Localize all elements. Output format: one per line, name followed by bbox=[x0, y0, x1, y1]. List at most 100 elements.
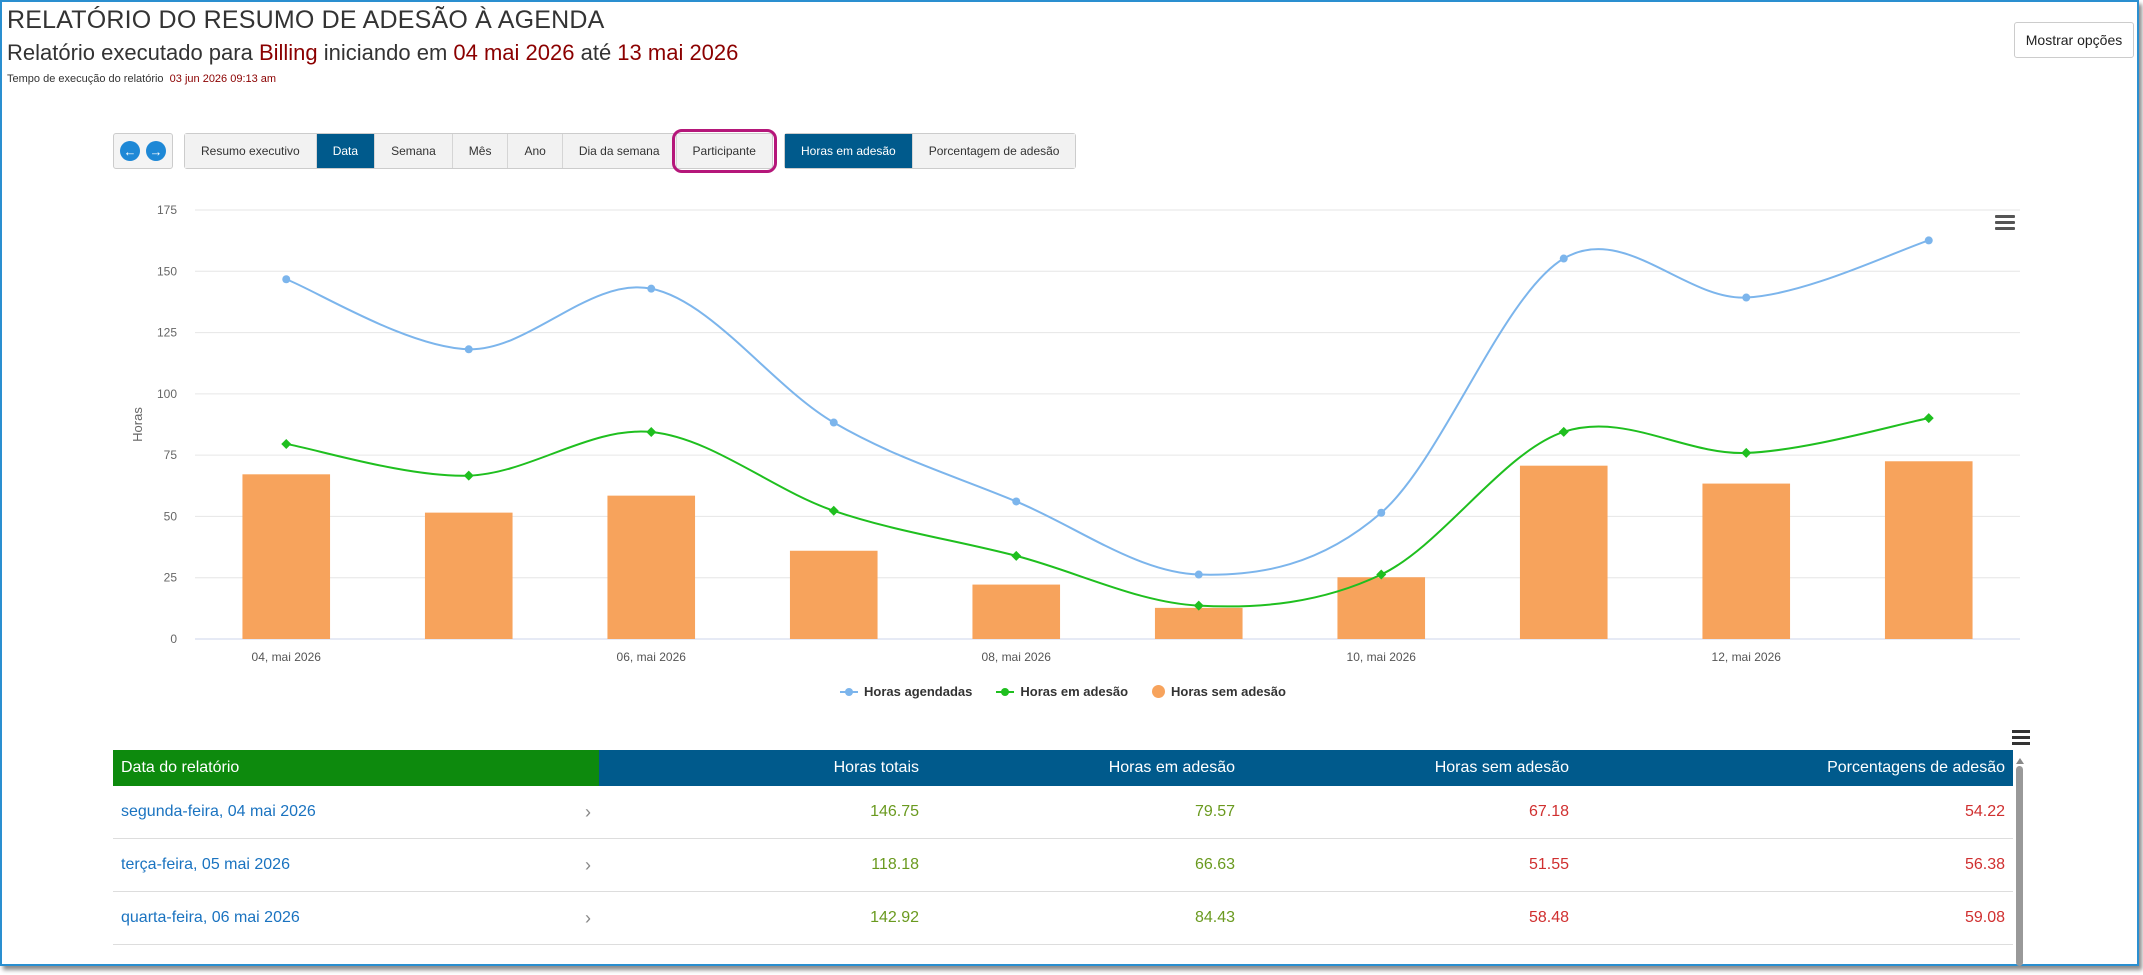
execution-time: Tempo de execução do relatório 03 jun 20… bbox=[7, 73, 276, 85]
bar-non-adherence bbox=[1154, 607, 1243, 639]
subtitle-group: Billing bbox=[258, 40, 318, 65]
metric-tabs: Horas em adesão Porcentagem de adesão bbox=[784, 133, 1077, 169]
y-tick-label: 25 bbox=[164, 571, 178, 585]
arrow-left-icon[interactable]: ← bbox=[120, 141, 140, 161]
col-total-hours[interactable]: Horas totais bbox=[833, 759, 919, 776]
legend-item-non-adherent[interactable]: Horas sem adesão bbox=[1152, 684, 1286, 699]
chevron-right-icon[interactable]: › bbox=[585, 907, 591, 928]
data-point bbox=[1741, 447, 1752, 458]
data-point bbox=[828, 505, 839, 516]
table-scrollbar[interactable] bbox=[2015, 758, 2024, 966]
hamburger-menu-icon[interactable] bbox=[2012, 730, 2030, 748]
y-tick-label: 50 bbox=[164, 509, 178, 523]
table-row[interactable]: segunda-feira, 04 mai 2026 › 146.75 79.57… bbox=[113, 786, 2013, 839]
x-tick-label: 10, mai 2026 bbox=[1347, 650, 1417, 664]
x-tick-label: 12, mai 2026 bbox=[1712, 650, 1782, 664]
bar-non-adherence bbox=[607, 495, 696, 639]
row-date-link[interactable]: quarta-feira, 06 mai 2026 bbox=[121, 909, 300, 926]
tab-executive-summary[interactable]: Resumo executivo bbox=[185, 134, 317, 168]
cell-total: 118.18 bbox=[871, 856, 919, 873]
arrow-right-icon[interactable]: → bbox=[146, 141, 166, 161]
row-date-link[interactable]: segunda-feira, 04 mai 2026 bbox=[121, 803, 316, 820]
data-point bbox=[647, 284, 656, 293]
y-tick-label: 175 bbox=[157, 203, 177, 217]
scroll-thumb[interactable] bbox=[2016, 766, 2023, 966]
subtitle-text: Relatório executado para bbox=[7, 40, 259, 65]
col-adherence-percentage[interactable]: Porcentagens de adesão bbox=[1827, 759, 2005, 776]
table-row[interactable]: terça-feira, 05 mai 2026 › 118.18 66.63 5… bbox=[113, 839, 2013, 892]
bar-non-adherence bbox=[242, 474, 331, 639]
legend-marker bbox=[1152, 685, 1166, 698]
bar-non-adherence bbox=[789, 550, 878, 639]
chart-legend: Horas agendadas Horas em adesão Horas se… bbox=[840, 684, 1286, 699]
chevron-right-icon[interactable]: › bbox=[585, 854, 591, 875]
bar-non-adherence bbox=[1519, 465, 1608, 639]
legend-marker bbox=[996, 687, 1015, 696]
hamburger-menu-icon[interactable] bbox=[1995, 215, 2015, 231]
execution-time-value: 03 jun 2026 09:13 am bbox=[169, 73, 277, 85]
y-axis-label: Horas bbox=[130, 407, 145, 442]
cell-non-adherence: 67.18 bbox=[1528, 803, 1569, 820]
row-date-link[interactable]: terça-feira, 05 mai 2026 bbox=[121, 856, 290, 873]
data-point bbox=[1742, 293, 1751, 302]
tab-adherence-percentage[interactable]: Porcentagem de adesão bbox=[912, 134, 1076, 168]
bar-non-adherence bbox=[972, 584, 1061, 639]
tab-participant[interactable]: Participante bbox=[671, 129, 777, 173]
legend-label: Horas agendadas bbox=[864, 684, 973, 699]
show-options-button[interactable]: Mostrar opções bbox=[2014, 22, 2134, 58]
execution-time-label: Tempo de execução do relatório bbox=[7, 73, 164, 85]
series-line bbox=[286, 417, 1929, 608]
data-point bbox=[1193, 600, 1204, 611]
table-row[interactable]: quarta-feira, 06 mai 2026 › 142.92 84.43 … bbox=[113, 892, 2013, 945]
subtitle-text: iniciando em bbox=[317, 40, 454, 65]
bar-non-adherence bbox=[1884, 461, 1973, 639]
table-header: Data do relatório Horas totais Horas em … bbox=[113, 750, 2013, 786]
data-point bbox=[829, 418, 838, 427]
chevron-right-icon[interactable]: › bbox=[585, 801, 591, 822]
cell-adherence: 79.57 bbox=[1194, 803, 1235, 820]
y-tick-label: 150 bbox=[157, 264, 177, 278]
tab-day-of-week[interactable]: Dia da semana bbox=[562, 134, 677, 168]
y-tick-label: 0 bbox=[170, 632, 177, 646]
data-point bbox=[282, 275, 291, 284]
y-tick-label: 100 bbox=[157, 387, 177, 401]
legend-marker bbox=[840, 687, 858, 696]
tab-month[interactable]: Mês bbox=[452, 134, 509, 168]
subtitle-end-date: 13 mai 2026 bbox=[617, 40, 739, 65]
tab-adherence-hours[interactable]: Horas em adesão bbox=[785, 134, 913, 168]
data-point bbox=[463, 470, 474, 481]
col-adherence-hours[interactable]: Horas em adesão bbox=[1108, 759, 1235, 776]
bar-non-adherence bbox=[1702, 483, 1791, 639]
data-point bbox=[1011, 550, 1022, 561]
x-tick-label: 04, mai 2026 bbox=[252, 650, 322, 664]
y-tick-label: 125 bbox=[157, 326, 177, 340]
data-point bbox=[464, 345, 473, 354]
report-subtitle: Relatório executado para Billing inician… bbox=[7, 40, 738, 66]
cell-non-adherence: 51.55 bbox=[1528, 856, 1569, 873]
cell-adherence: 84.43 bbox=[1194, 909, 1235, 926]
data-point bbox=[646, 427, 657, 438]
data-point bbox=[1558, 426, 1569, 437]
tab-week[interactable]: Semana bbox=[375, 134, 453, 168]
legend-item-adherent[interactable]: Horas em adesão bbox=[996, 684, 1128, 699]
data-point bbox=[1923, 413, 1934, 424]
data-point bbox=[281, 438, 292, 449]
adherence-chart: 0 25 50 75 100 125 150 175 Horas 04, mai 2026 06, … bbox=[130, 203, 2020, 664]
series-line bbox=[285, 239, 1930, 576]
x-tick-label: 08, mai 2026 bbox=[982, 650, 1052, 664]
data-point bbox=[1376, 569, 1387, 580]
legend-item-scheduled[interactable]: Horas agendadas bbox=[840, 684, 972, 699]
grouping-tabs: Resumo executivo Data Semana Mês Ano Dia… bbox=[184, 129, 777, 173]
page-title: RELATÓRIO DO RESUMO DE ADESÃO À AGENDA bbox=[7, 6, 605, 34]
col-non-adherence-hours[interactable]: Horas sem adesão bbox=[1434, 759, 1569, 776]
cell-total: 146.75 bbox=[870, 803, 919, 820]
cell-percentage: 56.38 bbox=[1964, 856, 2005, 873]
tab-date[interactable]: Data bbox=[316, 134, 376, 168]
x-tick-label: 06, mai 2026 bbox=[617, 650, 687, 664]
col-report-date[interactable]: Data do relatório bbox=[113, 750, 599, 786]
tab-year[interactable]: Ano bbox=[508, 134, 563, 168]
scroll-up-icon[interactable] bbox=[2015, 758, 2024, 764]
date-navigation: ← → bbox=[113, 133, 173, 169]
subtitle-start-date: 04 mai 2026 bbox=[453, 40, 575, 65]
data-point bbox=[1012, 497, 1021, 506]
